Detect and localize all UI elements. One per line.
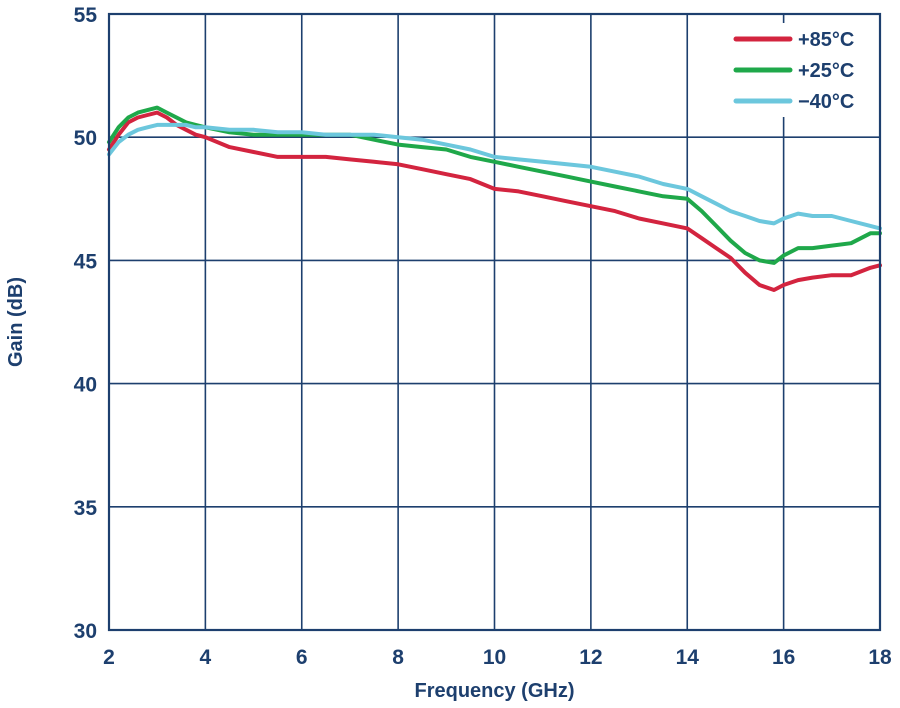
legend-label: −40°C xyxy=(798,91,854,113)
series-line-3 xyxy=(107,122,882,231)
y-tick-label: 55 xyxy=(74,4,98,27)
x-tick-label: 10 xyxy=(483,646,506,669)
plot-frame xyxy=(107,12,882,632)
y-tick-label: 40 xyxy=(74,374,97,397)
y-tick-label: 30 xyxy=(74,620,97,643)
plot-grid xyxy=(108,13,881,631)
y-axis-title: Gain (dB) xyxy=(5,277,27,367)
x-tick-label: 18 xyxy=(868,646,892,669)
y-tick-label: 45 xyxy=(74,250,98,273)
y-tick-label: 50 xyxy=(74,127,97,150)
legend: +85°C +25°C −40°C xyxy=(727,23,875,117)
x-tick-label: 4 xyxy=(200,646,212,669)
series-line-2 xyxy=(107,105,882,265)
x-tick-label: 8 xyxy=(392,646,404,669)
series-layer xyxy=(107,105,882,292)
x-tick-labels: 2 4 6 8 10 12 14 16 18 xyxy=(103,646,892,669)
x-tick-label: 2 xyxy=(103,646,115,669)
x-tick-label: 6 xyxy=(296,646,308,669)
y-tick-label: 35 xyxy=(74,497,98,520)
x-tick-label: 14 xyxy=(676,646,700,669)
legend-label: +25°C xyxy=(798,60,854,82)
legend-label: +85°C xyxy=(798,29,854,51)
x-axis-title: Frequency (GHz) xyxy=(414,680,574,702)
x-tick-label: 16 xyxy=(772,646,795,669)
x-tick-label: 12 xyxy=(579,646,602,669)
y-tick-labels: 30 35 40 45 50 55 xyxy=(74,4,98,643)
